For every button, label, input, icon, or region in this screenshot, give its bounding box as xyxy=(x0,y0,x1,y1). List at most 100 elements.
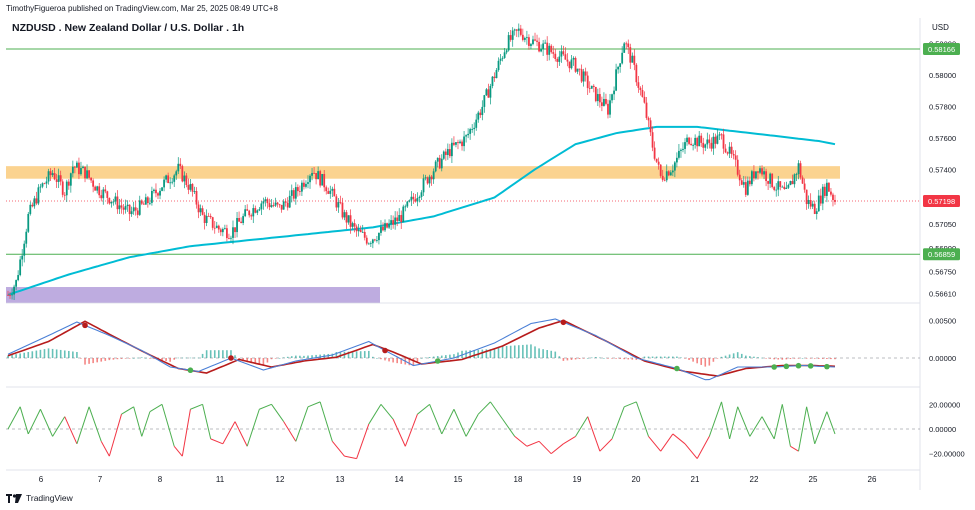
crossover-dot xyxy=(228,355,234,361)
candle-body xyxy=(185,175,188,186)
candle-body xyxy=(268,203,271,208)
candle-body xyxy=(594,86,597,102)
candle-body xyxy=(795,174,798,175)
candle-body xyxy=(175,171,178,176)
oscillator-histogram-bar xyxy=(15,354,17,358)
momentum-line-segment xyxy=(696,436,710,459)
candle-body xyxy=(793,174,796,185)
candle-body xyxy=(183,175,186,182)
oscillator-fast-line xyxy=(7,318,836,381)
candle-body xyxy=(830,191,832,195)
oscillator-histogram-bar xyxy=(254,358,257,364)
tradingview-logo-icon xyxy=(6,493,22,503)
oscillator-histogram-bar xyxy=(761,357,763,359)
price-tick-label: 0.57050 xyxy=(929,220,956,229)
oscillator-histogram-bar xyxy=(481,349,484,358)
oscillator-tick-label: 0.00500 xyxy=(929,317,956,326)
candle-body xyxy=(817,195,820,212)
support-zone xyxy=(6,287,380,303)
oscillator-histogram-bar xyxy=(359,351,362,358)
momentum-line-segment xyxy=(798,406,808,452)
candle-body xyxy=(684,142,686,149)
candle-body xyxy=(173,175,176,182)
candle-body xyxy=(538,41,540,52)
candle-body xyxy=(505,50,508,53)
price-tick-label: 0.56610 xyxy=(929,289,956,298)
oscillator-histogram-bar xyxy=(140,357,143,358)
candle-body xyxy=(704,144,707,148)
candle-body xyxy=(390,220,392,224)
candle-body xyxy=(519,28,522,35)
candle-body xyxy=(819,195,822,204)
candle-body xyxy=(108,197,111,204)
momentum-line-segment xyxy=(587,416,601,452)
oscillator-histogram-bar xyxy=(740,353,743,358)
candle-body xyxy=(311,172,313,176)
momentum-line-segment xyxy=(826,411,836,435)
oscillator-histogram-bar xyxy=(582,358,585,359)
momentum-line-segment xyxy=(729,406,739,439)
tradingview-footer[interactable]: TradingView xyxy=(6,493,73,503)
candle-body xyxy=(215,225,218,228)
momentum-line-segment xyxy=(222,421,236,445)
candle-body xyxy=(572,57,575,60)
candle-body xyxy=(426,177,429,184)
candle-body xyxy=(641,90,644,97)
oscillator-histogram-bar xyxy=(124,358,127,359)
candle-body xyxy=(562,51,565,55)
oscillator-histogram-bar xyxy=(769,358,771,359)
candle-body xyxy=(112,201,115,203)
candle-body xyxy=(323,174,326,188)
oscillator-histogram-bar xyxy=(35,350,38,358)
oscillator-histogram-bar xyxy=(647,356,650,358)
oscillator-histogram-bar xyxy=(554,351,557,358)
candle-body xyxy=(627,43,630,48)
candle-body xyxy=(698,135,701,147)
candle-body xyxy=(517,28,520,31)
crossover-dot xyxy=(382,347,388,354)
oscillator-histogram-bar xyxy=(461,350,463,358)
time-axis-label: 22 xyxy=(750,475,759,484)
candle-body xyxy=(76,162,78,168)
momentum-line-segment xyxy=(684,443,698,459)
oscillator-histogram-bar xyxy=(59,349,62,358)
candle-body xyxy=(736,159,739,175)
candle-body xyxy=(140,200,143,204)
candle-body xyxy=(157,193,159,196)
candle-body xyxy=(21,255,24,260)
candle-body xyxy=(688,137,690,144)
time-axis-label: 20 xyxy=(632,475,641,484)
candle-body xyxy=(155,189,157,194)
candle-body xyxy=(432,171,435,180)
candle-body xyxy=(73,166,76,168)
price-tick-label: 0.57600 xyxy=(929,134,956,143)
candle-body xyxy=(296,187,299,192)
candle-body xyxy=(655,158,658,162)
momentum-line-segment xyxy=(550,443,564,455)
candle-body xyxy=(67,181,70,186)
candle-body xyxy=(371,239,374,244)
momentum-line-segment xyxy=(660,433,674,452)
momentum-line-segment xyxy=(100,441,110,457)
chart-area[interactable]: USD 0.582000.580000.578000.576000.574000… xyxy=(0,18,975,492)
candle-body xyxy=(748,180,751,185)
oscillator-histogram-bar xyxy=(688,358,690,360)
candle-body xyxy=(211,217,214,228)
candle-body xyxy=(811,203,814,207)
candle-body xyxy=(278,204,281,206)
oscillator-histogram-bar xyxy=(222,350,224,358)
candle-body xyxy=(136,210,139,215)
candle-body xyxy=(744,182,747,195)
candle-body xyxy=(530,44,532,46)
candle-body xyxy=(580,69,583,82)
candle-body xyxy=(536,40,538,42)
candle-body xyxy=(678,150,680,158)
candle-body xyxy=(815,211,818,214)
oscillator-histogram-bar xyxy=(205,350,208,358)
candle-body xyxy=(292,190,295,199)
candle-body xyxy=(809,199,812,207)
oscillator-histogram-bar xyxy=(708,358,711,366)
momentum-line-segment xyxy=(477,401,491,415)
candle-body xyxy=(53,173,56,180)
candle-body xyxy=(396,217,399,221)
